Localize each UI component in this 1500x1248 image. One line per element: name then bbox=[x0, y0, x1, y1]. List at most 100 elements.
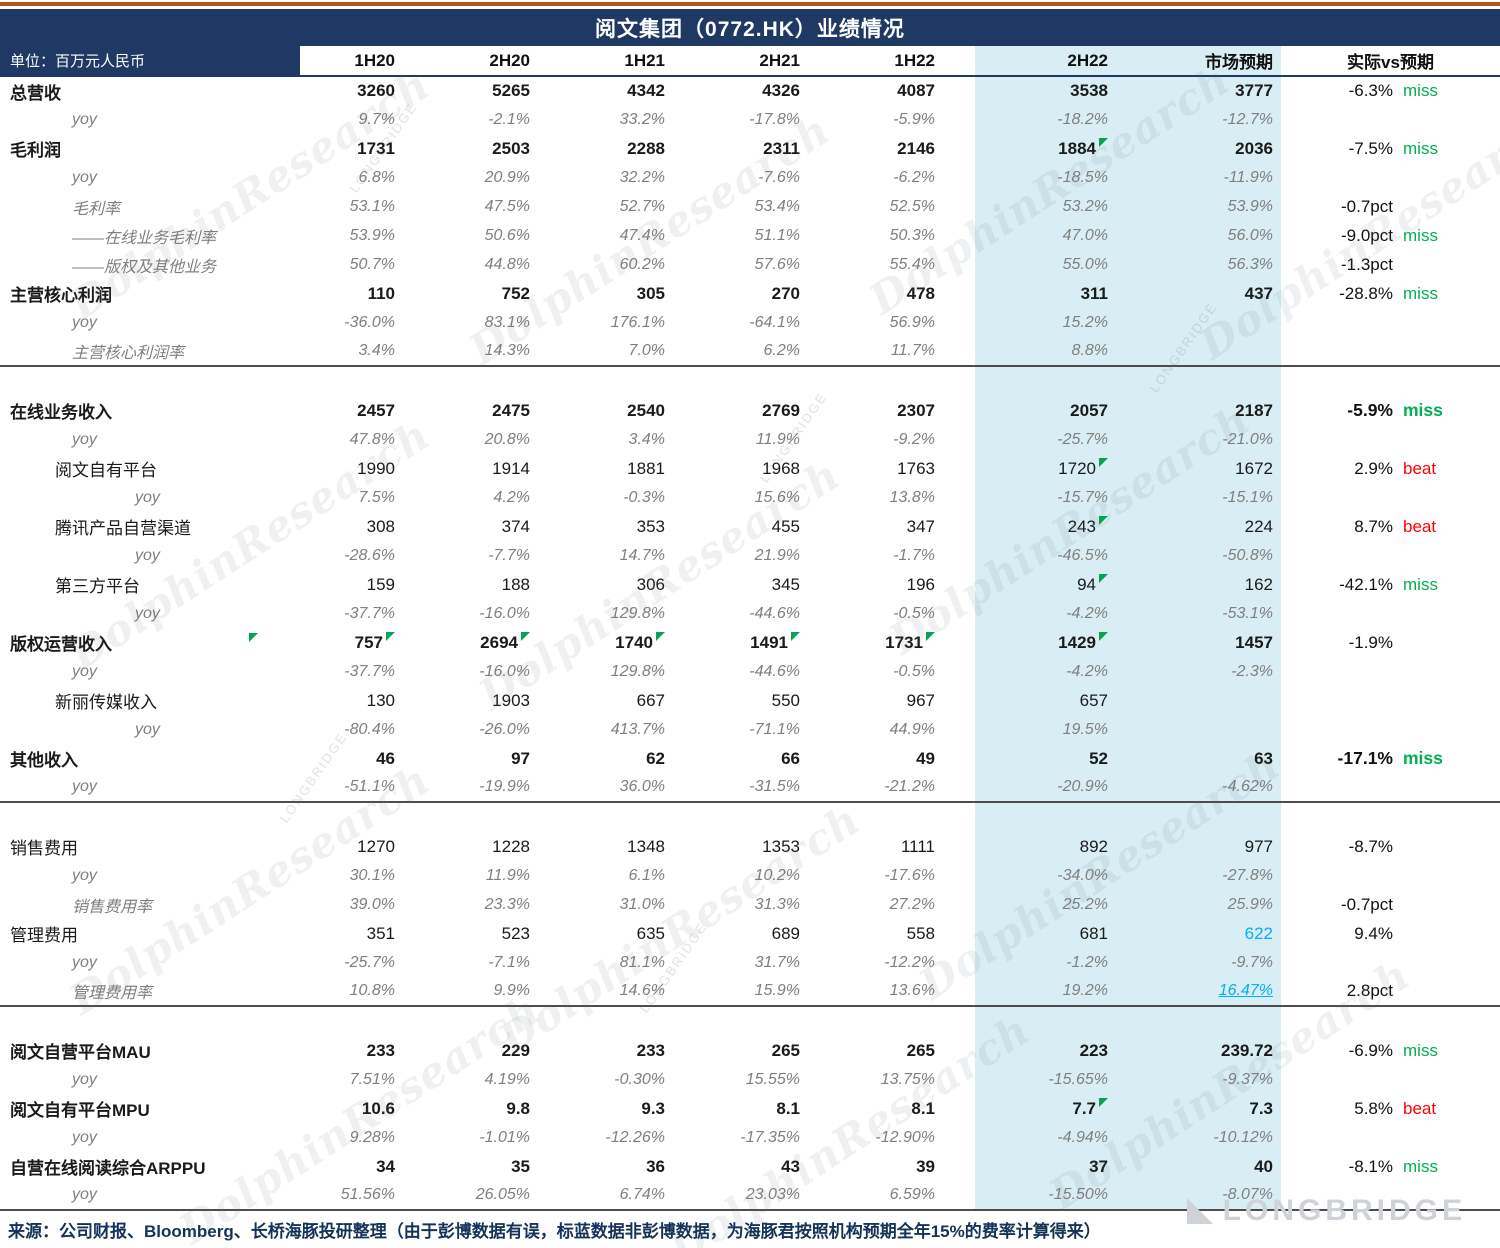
value-cell: 159 bbox=[366, 574, 395, 594]
row-label: yoy bbox=[72, 866, 97, 884]
value-cell: -31.5% bbox=[749, 778, 800, 795]
value-cell: 1457 bbox=[1128, 628, 1281, 657]
value-cell: -10.12% bbox=[1128, 1123, 1281, 1152]
divider-cell bbox=[300, 1005, 435, 1036]
value-cell: 9.8 bbox=[506, 1098, 530, 1118]
value-cell: 51.1% bbox=[754, 226, 800, 244]
table-row: yoy -36.0% 83.1% 176.1% -64.1% 56.9% 15.2% bbox=[0, 308, 1500, 337]
top-accent-line bbox=[0, 2, 1500, 6]
table-row: 主营核心利润 110 752 305 270 478 311 437 -28.8% miss bbox=[0, 279, 1500, 308]
value-cell: 8.8% bbox=[975, 337, 1128, 366]
row-label: yoy bbox=[72, 953, 97, 971]
value-cell: -21.2% bbox=[884, 778, 935, 795]
value-cell: -18.2% bbox=[975, 105, 1128, 134]
value-cell: 49 bbox=[916, 748, 935, 768]
value-cell: 3538 bbox=[975, 76, 1128, 105]
divider-cell bbox=[570, 801, 705, 832]
value-cell: -26.0% bbox=[479, 720, 530, 738]
table-row: 毛利率 53.1% 47.5% 52.7% 53.4% 52.5% 53.2% 53.9% -0… bbox=[0, 192, 1500, 221]
vs-expectation-cell bbox=[1281, 163, 1500, 192]
table-row: yoy 9.28% -1.01% -12.26% -17.35% -12.90% -4.94… bbox=[0, 1123, 1500, 1152]
row-label: 阅文自有平台 bbox=[55, 461, 157, 480]
value-cell: 176.1% bbox=[610, 313, 665, 331]
vs-value: -8.7% bbox=[1348, 836, 1393, 856]
value-cell: 239.72 bbox=[1128, 1036, 1281, 1065]
value-cell: 15.55% bbox=[745, 1070, 800, 1088]
value-cell: 243 bbox=[975, 512, 1128, 541]
table-row: 其他收入 46 97 62 66 49 52 63 -17.1% miss bbox=[0, 744, 1500, 773]
value-cell: -17.6% bbox=[884, 866, 935, 884]
value-cell: 752 bbox=[501, 283, 530, 303]
value-cell: 9.3 bbox=[641, 1098, 665, 1118]
table-row: yoy 7.51% 4.19% -0.30% 15.55% 13.75% -15.65% -9… bbox=[0, 1065, 1500, 1094]
table-row: yoy -28.6% -7.7% 14.7% 21.9% -1.7% -46.5% -50.8… bbox=[0, 541, 1500, 570]
value-cell: -12.7% bbox=[1128, 105, 1281, 134]
row-label: 管理费用率 bbox=[72, 985, 153, 1002]
table-row: yoy -25.7% -7.1% 81.1% 31.7% -12.2% -1.2% -9.7% bbox=[0, 948, 1500, 977]
value-cell: 11.9% bbox=[485, 866, 530, 884]
vs-tag-beat: beat bbox=[1403, 458, 1437, 478]
value-cell: -4.62% bbox=[1128, 773, 1281, 802]
vs-value: -1.9% bbox=[1348, 632, 1393, 652]
value-cell: 162 bbox=[1128, 570, 1281, 599]
vs-expectation-cell bbox=[1281, 1181, 1500, 1211]
vs-expectation-cell bbox=[1281, 337, 1500, 366]
value-cell: 53.2% bbox=[975, 192, 1128, 221]
value-cell bbox=[1128, 686, 1281, 715]
row-label: yoy bbox=[135, 488, 160, 506]
value-cell: 13.75% bbox=[880, 1070, 935, 1088]
value-cell: 56.0% bbox=[1128, 221, 1281, 250]
value-cell: 1903 bbox=[492, 690, 530, 710]
value-cell: 50.7% bbox=[349, 255, 395, 273]
vs-expectation-cell: -1.9% bbox=[1281, 628, 1500, 657]
value-cell: -16.0% bbox=[479, 662, 530, 680]
value-cell: 233 bbox=[366, 1040, 395, 1060]
divider-cell bbox=[975, 801, 1128, 832]
table-row: yoy -80.4% -26.0% 413.7% -71.1% 44.9% 19.5% bbox=[0, 715, 1500, 744]
value-cell: 4342 bbox=[627, 81, 665, 100]
value-cell: 62 bbox=[646, 748, 665, 768]
value-cell: -4.2% bbox=[975, 657, 1128, 686]
row-label: yoy bbox=[72, 110, 97, 128]
value-cell: 43 bbox=[781, 1156, 800, 1176]
value-cell: 32.2% bbox=[619, 168, 665, 186]
vs-value: -17.1% bbox=[1337, 748, 1393, 768]
value-cell: 35 bbox=[511, 1156, 530, 1176]
value-cell: -34.0% bbox=[975, 861, 1128, 890]
value-cell: -5.9% bbox=[893, 110, 935, 128]
divider-cell bbox=[435, 801, 570, 832]
value-cell: 83.1% bbox=[484, 313, 530, 331]
value-cell: 30.1% bbox=[349, 866, 395, 884]
divider-cell bbox=[300, 365, 435, 396]
section-divider bbox=[0, 801, 1500, 832]
value-cell: 4.2% bbox=[493, 488, 530, 506]
column-header: 1H22 bbox=[840, 46, 975, 77]
value-cell: 1731 bbox=[840, 628, 975, 657]
vs-expectation-cell bbox=[1281, 861, 1500, 890]
vs-expectation-cell: -17.1% miss bbox=[1281, 744, 1500, 773]
value-cell: 53.9% bbox=[349, 226, 395, 244]
value-cell: 15.9% bbox=[754, 982, 800, 999]
value-cell: 57.6% bbox=[754, 255, 800, 273]
value-cell: 56.3% bbox=[1128, 250, 1281, 279]
value-cell: 1968 bbox=[762, 458, 800, 478]
vs-expectation-cell: -8.1% miss bbox=[1281, 1152, 1500, 1181]
value-cell: 129.8% bbox=[610, 604, 665, 622]
value-cell bbox=[1128, 308, 1281, 337]
table-row: 阅文自有平台MPU 10.6 9.8 9.3 8.1 8.1 7.7 7.3 5.8% beat bbox=[0, 1094, 1500, 1123]
value-cell: -71.1% bbox=[749, 720, 800, 738]
results-table: 单位：百万元人民币 1H20 2H20 1H21 2H21 1H22 2H22 市场预期 实际… bbox=[0, 46, 1500, 1211]
table-row: 总营收 3260 5265 4342 4326 4087 3538 3777 -6.3% miss bbox=[0, 76, 1500, 105]
vs-value: 9.4% bbox=[1354, 923, 1393, 943]
value-cell: 374 bbox=[501, 516, 530, 536]
table-row: yoy -37.7% -16.0% 129.8% -44.6% -0.5% -4.2% -2.… bbox=[0, 657, 1500, 686]
value-cell: 25.2% bbox=[975, 890, 1128, 919]
vs-tag-miss: miss bbox=[1403, 748, 1443, 768]
vs-expectation-cell: -7.5% miss bbox=[1281, 134, 1500, 163]
value-cell: 6.74% bbox=[570, 1181, 705, 1211]
value-cell: 1884 bbox=[975, 134, 1128, 163]
value-cell: 15.6% bbox=[754, 488, 800, 506]
value-cell: 1881 bbox=[627, 458, 665, 478]
value-cell: 681 bbox=[975, 919, 1128, 948]
